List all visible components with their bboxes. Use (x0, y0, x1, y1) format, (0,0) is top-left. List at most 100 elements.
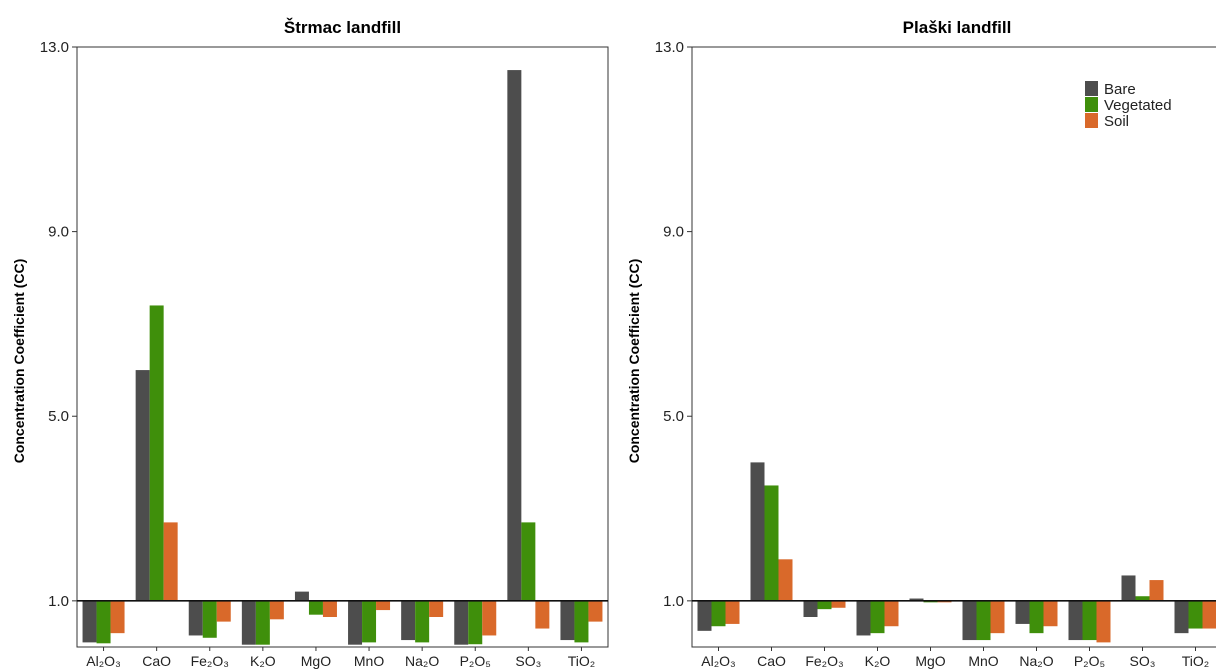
bar-1-1-1 (764, 485, 779, 601)
bar-1-1-5 (976, 600, 991, 641)
y-tick-label-0-3: 13.0 (40, 39, 69, 56)
y-tick-label-0-0: 1.0 (48, 593, 69, 610)
bar-0-2-8 (535, 600, 550, 629)
bar-0-0-1 (135, 370, 150, 601)
bar-0-2-0 (110, 600, 125, 634)
bar-0-1-7 (468, 600, 483, 645)
bar-1-0-5 (962, 600, 977, 641)
legend-label-0: Bare (1104, 81, 1136, 98)
bar-0-0-4 (294, 591, 309, 601)
plot-frame-0 (76, 46, 609, 648)
y-axis-label-1: Concentration Coefficient (CC) (626, 259, 642, 464)
bar-0-1-4 (308, 600, 323, 615)
bar-0-2-1 (163, 522, 178, 601)
x-tick-label-1-1: CaO (757, 653, 786, 669)
bar-0-2-3 (269, 600, 284, 620)
bar-1-2-7 (1096, 600, 1111, 643)
legend-swatch-2 (1085, 113, 1098, 128)
bar-0-1-1 (149, 305, 164, 601)
bar-0-2-2 (216, 600, 231, 622)
bar-1-2-5 (990, 600, 1005, 634)
bar-0-0-7 (454, 600, 469, 645)
x-tick-label-1-7: P₂O₅ (1074, 653, 1105, 669)
x-tick-label-0-0: Al₂O₃ (86, 653, 120, 669)
x-tick-label-0-2: Fe₂O₃ (191, 653, 229, 669)
x-tick-label-0-5: MnO (354, 653, 384, 669)
y-tick-label-1-2: 9.0 (663, 224, 684, 241)
bar-1-1-8 (1135, 596, 1150, 601)
bar-0-2-6 (429, 600, 444, 617)
bar-0-2-9 (588, 600, 603, 622)
bar-0-1-5 (362, 600, 377, 643)
bar-1-1-2 (817, 600, 832, 610)
bar-1-2-0 (725, 600, 740, 624)
bar-1-0-0 (697, 600, 712, 631)
x-tick-label-0-6: Na₂O (405, 653, 439, 669)
bar-1-1-9 (1188, 600, 1203, 629)
bar-0-1-6 (415, 600, 430, 643)
bar-1-0-4 (909, 598, 924, 601)
bar-1-2-1 (778, 559, 793, 601)
x-tick-label-1-3: K₂O (865, 653, 891, 669)
bar-0-0-0 (82, 600, 97, 643)
bar-0-1-3 (255, 600, 270, 645)
x-tick-label-1-8: SO₃ (1130, 653, 1156, 669)
bar-0-2-4 (322, 600, 337, 617)
bar-0-0-6 (401, 600, 416, 641)
x-tick-label-1-5: MnO (968, 653, 998, 669)
bar-1-2-6 (1043, 600, 1058, 627)
chart-title-1: Plaški landfill (903, 18, 1012, 37)
bar-1-2-8 (1149, 580, 1164, 601)
x-tick-label-0-8: SO₃ (515, 653, 541, 669)
bar-0-1-8 (521, 522, 536, 601)
y-tick-label-1-0: 1.0 (663, 593, 684, 610)
x-tick-label-1-9: TiO₂ (1182, 653, 1209, 669)
bar-1-0-8 (1121, 575, 1136, 601)
bar-0-1-2 (202, 600, 217, 638)
bar-1-1-0 (711, 600, 726, 627)
y-tick-label-0-1: 5.0 (48, 408, 69, 425)
bar-0-2-5 (376, 600, 391, 611)
x-tick-label-0-9: TiO₂ (568, 653, 595, 669)
plot-frame-1 (691, 46, 1216, 648)
x-tick-label-1-6: Na₂O (1019, 653, 1053, 669)
bar-1-2-3 (884, 600, 899, 627)
x-tick-label-0-1: CaO (142, 653, 171, 669)
x-tick-label-1-0: Al₂O₃ (701, 653, 735, 669)
y-tick-label-0-2: 9.0 (48, 224, 69, 241)
bar-0-1-0 (96, 600, 111, 644)
bar-0-0-9 (560, 600, 575, 641)
bar-0-0-2 (188, 600, 203, 636)
bar-1-0-6 (1015, 600, 1030, 624)
bar-1-2-2 (831, 600, 846, 608)
bar-0-0-3 (241, 600, 256, 645)
bar-1-0-2 (803, 600, 818, 617)
x-tick-label-1-2: Fe₂O₃ (805, 653, 843, 669)
bar-0-0-5 (348, 600, 363, 645)
bar-0-0-8 (507, 70, 522, 601)
legend-swatch-1 (1085, 97, 1098, 112)
bar-1-2-9 (1202, 600, 1216, 629)
bar-1-1-7 (1082, 600, 1097, 641)
bar-0-2-7 (482, 600, 497, 636)
y-tick-label-1-1: 5.0 (663, 408, 684, 425)
bar-0-1-9 (574, 600, 589, 643)
bar-1-0-7 (1068, 600, 1083, 641)
y-tick-label-1-3: 13.0 (655, 39, 684, 56)
bar-1-0-3 (856, 600, 871, 636)
bar-1-0-1 (750, 462, 765, 601)
bar-1-1-3 (870, 600, 885, 634)
legend-swatch-0 (1085, 81, 1098, 96)
legend-label-2: Soil (1104, 113, 1129, 130)
x-tick-label-0-7: P₂O₅ (460, 653, 491, 669)
y-axis-label-0: Concentration Coefficient (CC) (11, 259, 27, 464)
x-tick-label-1-4: MgO (915, 653, 945, 669)
x-tick-label-0-3: K₂O (250, 653, 276, 669)
legend-label-1: Vegetated (1104, 97, 1172, 114)
x-tick-label-0-4: MgO (301, 653, 331, 669)
bar-1-0-9 (1174, 600, 1189, 634)
chart-title-0: Štrmac landfill (284, 18, 401, 37)
bar-1-1-6 (1029, 600, 1044, 634)
